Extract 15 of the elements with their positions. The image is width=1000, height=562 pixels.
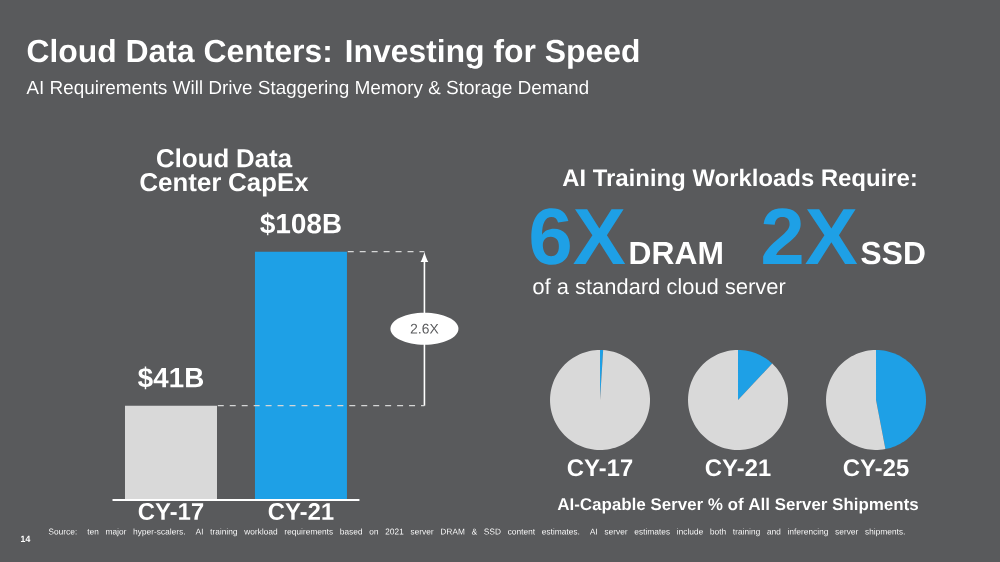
text: 6X bbox=[531, 208, 626, 265]
text: DRAM bbox=[630, 242, 722, 264]
text: AI Requirements Will Drive Staggering Memory & Storage Demand bbox=[26, 80, 588, 98]
text: CY-25 bbox=[843, 459, 909, 477]
data-label: $108B bbox=[260, 212, 341, 236]
text: AI-Capable Server % of All Server Shipments bbox=[557, 497, 918, 514]
text: AI Training Workloads Require: bbox=[562, 168, 916, 192]
text: 2X bbox=[763, 208, 858, 264]
text: SSD bbox=[861, 241, 925, 265]
chart-title: Cloud Data Center CapEx bbox=[140, 148, 309, 197]
data-label: $41B bbox=[138, 366, 204, 390]
text: of a standard cloud server bbox=[533, 278, 786, 295]
text: CY-17 bbox=[567, 459, 633, 477]
text: Cloud Data Centers: Investing for Speed bbox=[27, 38, 639, 69]
text: CY-21 bbox=[705, 459, 771, 477]
